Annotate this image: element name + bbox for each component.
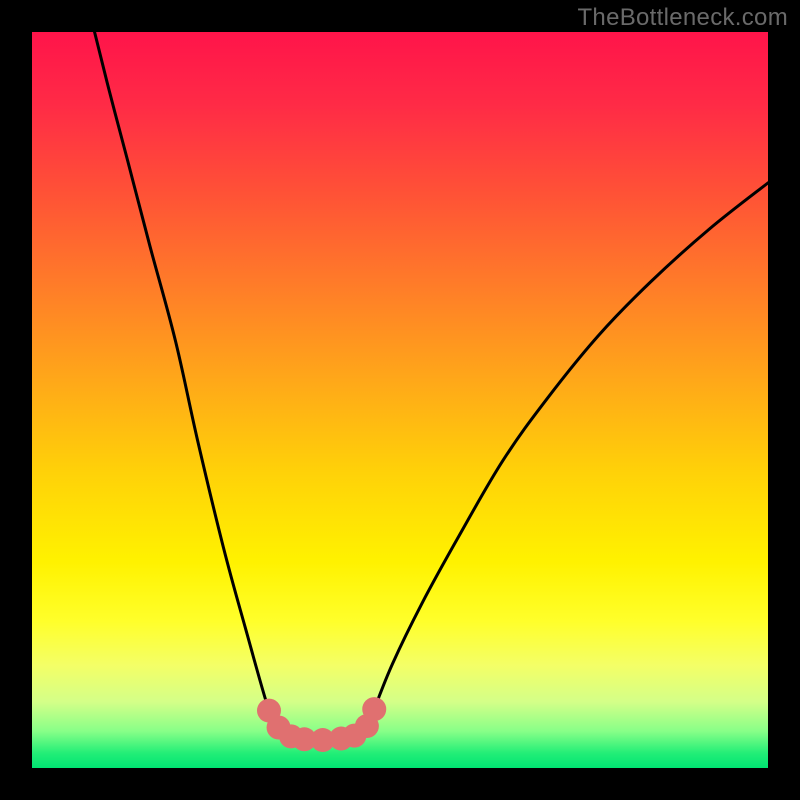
bottleneck-chart — [0, 0, 800, 800]
marker-dot — [362, 697, 386, 721]
gradient-background — [32, 32, 768, 768]
chart-frame: TheBottleneck.com — [0, 0, 800, 800]
watermark-text: TheBottleneck.com — [577, 4, 788, 32]
